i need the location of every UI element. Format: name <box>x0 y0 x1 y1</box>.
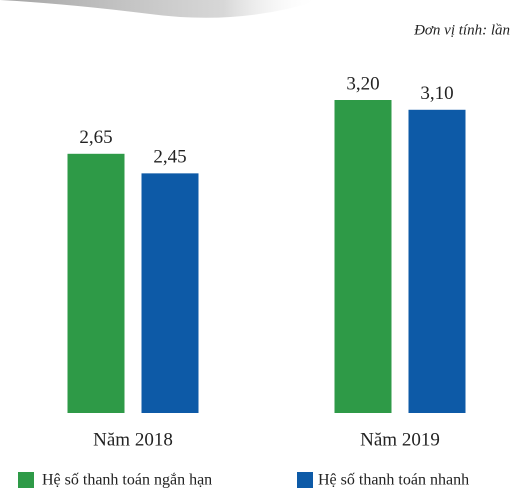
legend-label: Hệ số thanh toán ngắn hạn <box>42 472 212 489</box>
value-label: 2,65 <box>79 127 112 148</box>
legend-swatch <box>18 472 34 488</box>
value-label: 3,20 <box>346 73 379 94</box>
legend-label: Hệ số thanh toán nhanh <box>318 472 469 489</box>
x-tick-label: Năm 2019 <box>360 429 440 450</box>
bar <box>334 100 392 413</box>
bar <box>408 109 466 413</box>
value-label: 2,45 <box>153 147 186 168</box>
unit-note: Đơn vị tính: lần <box>413 22 510 38</box>
legend-swatch <box>297 472 313 488</box>
value-label: 3,10 <box>420 83 453 104</box>
bar <box>67 153 125 413</box>
x-tick-label: Năm 2018 <box>93 429 173 450</box>
bar <box>141 173 199 413</box>
decoration <box>0 0 320 18</box>
